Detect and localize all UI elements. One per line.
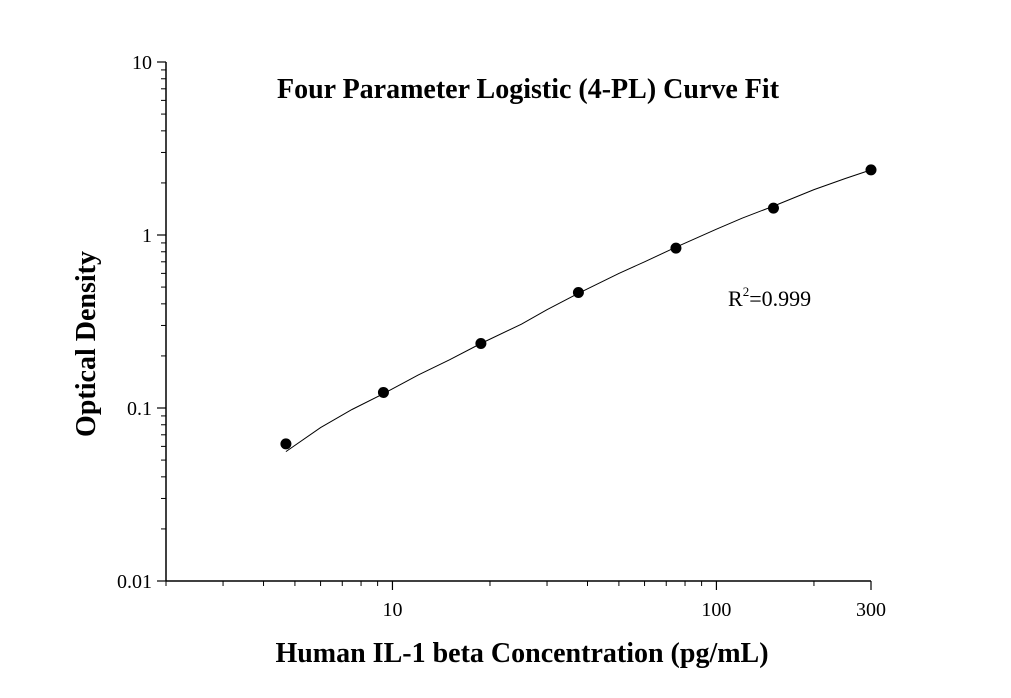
r-squared-value: =0.999 (749, 286, 811, 311)
data-point (865, 164, 877, 176)
data-point (767, 202, 779, 214)
data-point (377, 386, 389, 398)
data-point (475, 337, 487, 349)
y-ticks: 0.01 0.1 1 10 (117, 52, 166, 593)
x-tick-label: 10 (382, 599, 402, 621)
data-point (280, 438, 292, 450)
y-tick-label: 1 (142, 225, 152, 247)
chart-title: Four Parameter Logistic (4-PL) Curve Fit (277, 74, 780, 105)
r-squared-prefix: R (728, 286, 743, 311)
y-axis-label: Optical Density (71, 251, 102, 437)
y-tick-label: 0.1 (127, 398, 152, 420)
data-points (280, 164, 877, 450)
axes (165, 62, 871, 582)
x-axis-label: Human IL-1 beta Concentration (pg/mL) (275, 638, 768, 669)
r-squared-annotation: R2=0.999 (728, 284, 811, 311)
x-tick-label: 300 (856, 599, 886, 621)
y-tick-label: 0.01 (117, 571, 152, 593)
x-tick-label: 100 (701, 599, 731, 621)
r-squared-superscript: 2 (743, 284, 750, 299)
y-tick-label: 10 (132, 52, 152, 74)
data-point (572, 287, 584, 299)
data-point (670, 242, 682, 254)
x-ticks: 10 100 300 (165, 581, 886, 621)
